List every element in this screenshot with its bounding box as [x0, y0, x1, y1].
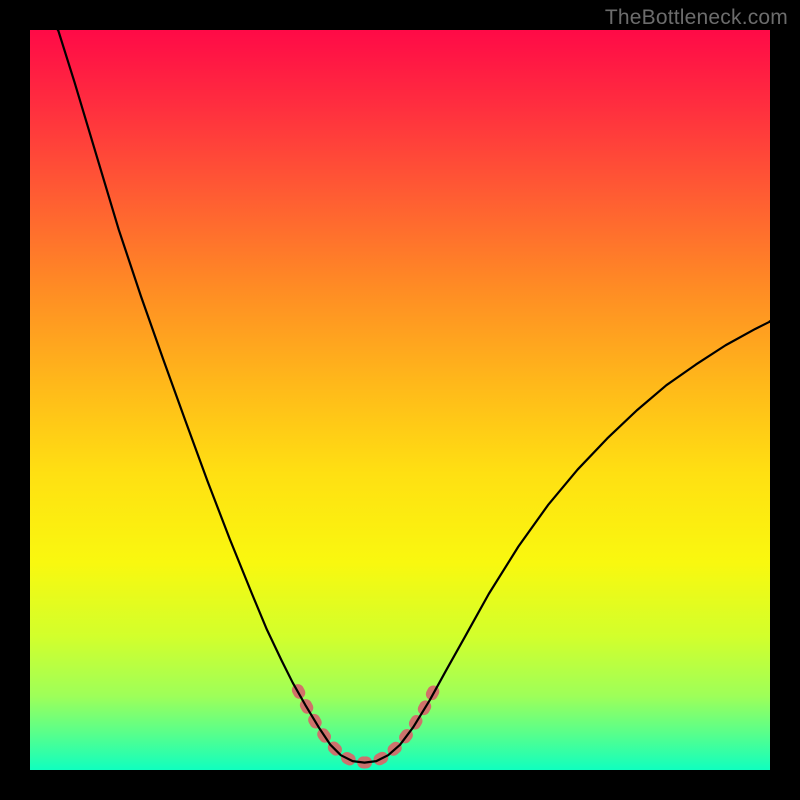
plot-area: [30, 30, 770, 770]
outer-frame: TheBottleneck.com: [0, 0, 800, 800]
chart-svg: [30, 30, 770, 770]
gradient-background: [30, 30, 770, 770]
watermark-text: TheBottleneck.com: [605, 6, 788, 30]
